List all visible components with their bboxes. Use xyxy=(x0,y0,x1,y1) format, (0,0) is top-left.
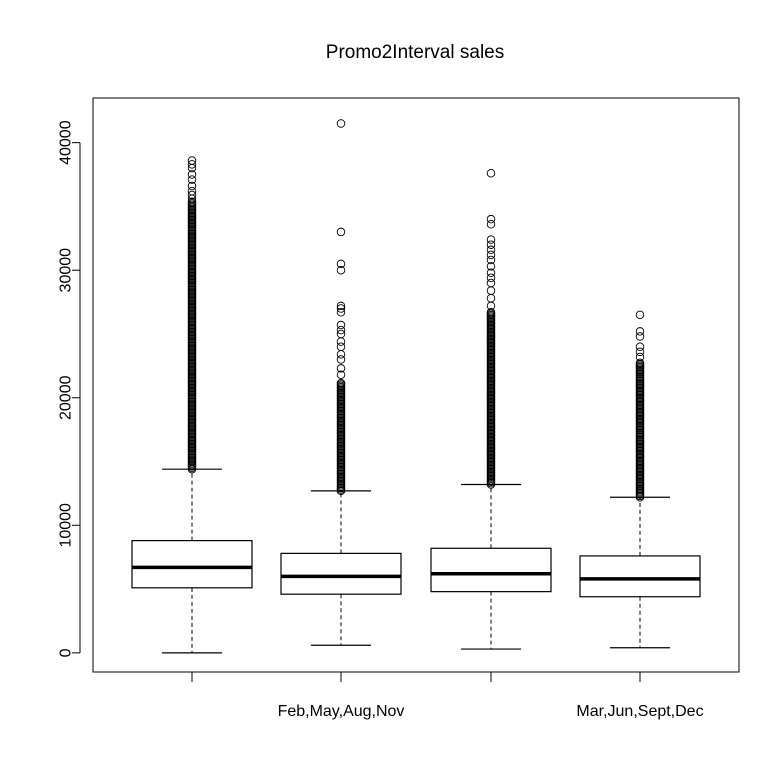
y-axis: 0 10000 20000 30000 40000 xyxy=(58,120,81,657)
outlier-point xyxy=(336,337,346,346)
y-tick-label: 0 xyxy=(58,648,75,657)
outlier-point xyxy=(635,358,645,368)
x-axis: Feb,May,Aug,Nov Mar,Jun,Sept,Dec xyxy=(191,672,704,720)
y-tick-label: 40000 xyxy=(58,120,75,165)
outlier-point xyxy=(336,325,346,335)
chart-title: Promo2Interval sales xyxy=(326,42,504,63)
outlier-point xyxy=(336,304,346,313)
outlier-point xyxy=(336,342,346,351)
outlier-point xyxy=(486,169,496,178)
boxes-group xyxy=(131,119,701,654)
outlier-point xyxy=(336,308,346,317)
outlier-point xyxy=(486,286,496,295)
box-iqr xyxy=(430,547,552,593)
outlier-point xyxy=(336,364,346,373)
outlier-point xyxy=(336,265,346,275)
outlier-point xyxy=(336,355,346,364)
outlier-point xyxy=(635,342,645,351)
outlier-point xyxy=(336,350,346,359)
box-iqr xyxy=(579,555,701,598)
outlier-point xyxy=(486,268,496,278)
outlier-point xyxy=(486,273,496,283)
outlier-point xyxy=(486,220,496,229)
box-4 xyxy=(579,310,701,649)
box-iqr xyxy=(280,552,402,595)
outlier-point xyxy=(336,378,346,388)
outlier-point xyxy=(635,310,645,320)
outlier-point xyxy=(486,294,496,303)
outlier-point xyxy=(336,119,346,128)
x-tick-label: Mar,Jun,Sept,Dec xyxy=(576,703,703,720)
y-tick-label: 30000 xyxy=(58,248,75,293)
outlier-point xyxy=(486,250,496,260)
outlier-point xyxy=(336,320,346,330)
outlier-point xyxy=(486,235,496,244)
outlier-point xyxy=(486,255,496,265)
x-tick-label: Feb,May,Aug,Nov xyxy=(278,703,405,720)
outlier-point xyxy=(336,370,346,380)
box-1 xyxy=(131,156,253,654)
box-3 xyxy=(430,169,552,650)
plot-frame xyxy=(92,97,740,673)
outlier-point xyxy=(187,156,197,165)
outlier-point xyxy=(187,197,197,207)
outlier-point xyxy=(187,175,197,184)
outlier-point xyxy=(187,170,197,179)
outlier-point xyxy=(486,262,496,271)
outlier-point xyxy=(336,259,346,269)
box-iqr xyxy=(131,540,253,589)
outlier-point xyxy=(635,347,645,357)
outlier-point xyxy=(187,181,197,191)
outlier-point xyxy=(486,278,496,288)
outlier-point xyxy=(635,332,645,341)
outlier-point xyxy=(635,327,645,336)
y-tick-label: 20000 xyxy=(58,375,75,420)
outlier-point xyxy=(635,352,645,362)
outlier-point xyxy=(187,186,197,196)
outlier-point xyxy=(187,190,197,200)
box-2 xyxy=(280,119,402,646)
outlier-point xyxy=(486,214,496,224)
outlier-point xyxy=(336,227,346,237)
y-tick-label: 10000 xyxy=(58,503,75,548)
outlier-point xyxy=(336,301,346,311)
outlier-point xyxy=(187,160,197,169)
outlier-point xyxy=(486,245,496,255)
outlier-point xyxy=(486,240,496,249)
outlier-point xyxy=(336,329,346,339)
outlier-point xyxy=(486,308,496,317)
